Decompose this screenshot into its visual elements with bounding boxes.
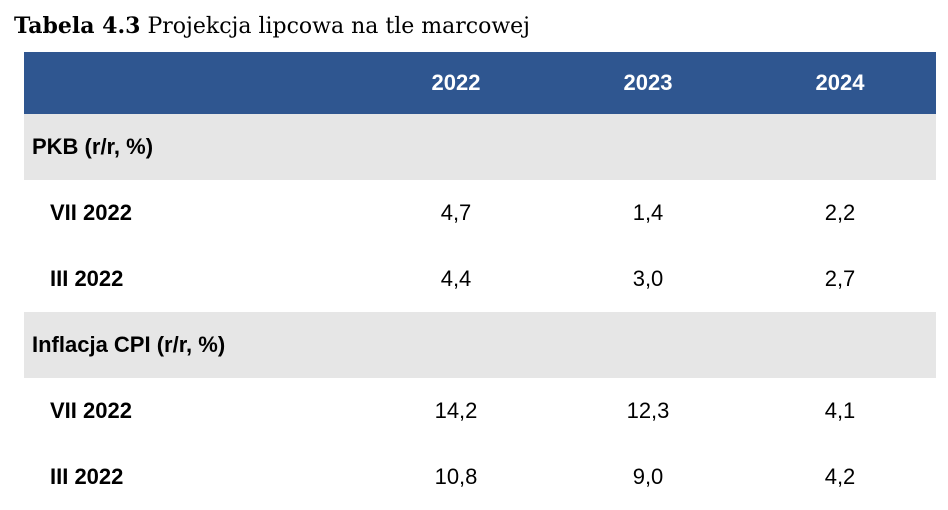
table-cell: 10,8	[434, 464, 478, 489]
table-cell: 2,2	[824, 200, 856, 225]
table-row: VII 2022 4,7 1,4 2,2	[24, 180, 936, 246]
table-cell: 4,4	[440, 266, 472, 291]
table-cell: 12,3	[626, 398, 670, 423]
table-cell: 4,1	[824, 398, 856, 423]
row-label: III 2022	[50, 266, 124, 291]
column-header-2022: 2022	[431, 70, 481, 95]
table-caption: Tabela 4.3 Projekcja lipcowa na tle marc…	[14, 6, 530, 47]
column-header-2023: 2023	[623, 70, 673, 95]
caption-title: Projekcja lipcowa na tle marcowej	[147, 14, 531, 39]
table-cell: 4,2	[824, 464, 856, 489]
table-row: III 2022 4,4 3,0 2,7	[24, 246, 936, 312]
row-label: III 2022	[50, 464, 124, 489]
table-cell: 4,7	[440, 200, 472, 225]
section-row-pkb: PKB (r/r, %)	[24, 114, 936, 180]
section-title: Inflacja CPI (r/r, %)	[32, 332, 226, 357]
column-header-2024: 2024	[815, 70, 865, 95]
table-cell: 2,7	[824, 266, 856, 291]
table-row: III 2022 10,8 9,0 4,2	[24, 444, 936, 510]
table-cell: 9,0	[632, 464, 664, 489]
table-row: VII 2022 14,2 12,3 4,1	[24, 378, 936, 444]
caption-label: Tabela 4.3	[14, 13, 141, 39]
table-cell: 1,4	[632, 200, 664, 225]
row-label: VII 2022	[50, 200, 132, 225]
section-row-cpi: Inflacja CPI (r/r, %)	[24, 312, 936, 378]
section-title: PKB (r/r, %)	[32, 134, 154, 159]
row-label: VII 2022	[50, 398, 132, 423]
table-cell: 3,0	[632, 266, 664, 291]
table-cell: 14,2	[434, 398, 478, 423]
projection-table: 2022 2023 2024 PKB (r/r, %) VII 2022 4,7…	[24, 52, 936, 510]
table-header-row: 2022 2023 2024	[24, 52, 936, 114]
